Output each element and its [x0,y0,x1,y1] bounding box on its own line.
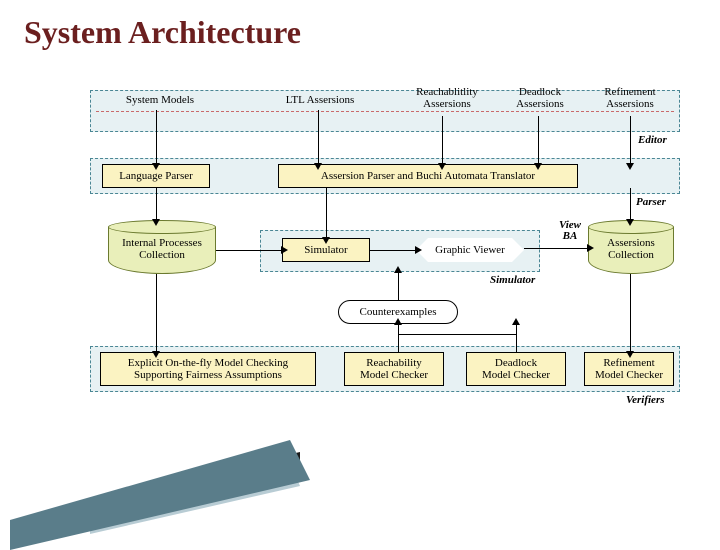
arrow [630,116,631,164]
arrowhead-icon [314,163,322,170]
arrowhead-icon [512,318,520,325]
arrow [156,188,157,220]
arrowhead-icon [394,266,402,273]
arrowhead-icon [438,163,446,170]
arrowhead-icon [281,246,288,254]
arrowhead-icon [152,351,160,358]
arrow [216,250,282,251]
arrow [630,274,631,352]
cylinder-internal-processes-label: Internal Processes Collection [108,238,216,261]
arrow [630,188,631,220]
arrow [156,274,157,352]
arrow [442,116,443,164]
editor-item-ltl: LTL Assersions [270,95,370,107]
group-label-simulator: Simulator [490,274,535,286]
architecture-diagram: Editor Parser Simulator Verifiers System Mod… [90,90,680,440]
group-label-verifiers: Verifiers [626,394,665,406]
box-graphic-viewer: Graphic Viewer [416,238,524,262]
box-verifier-v3: Deadlock Model Checker [466,352,566,386]
arrow [398,334,516,335]
slide-title: System Architecture [24,14,301,51]
arrow [538,116,539,164]
arrowhead-icon [394,318,402,325]
editor-divider [96,111,674,112]
cylinder-internal-processes: Internal Processes Collection [108,220,216,274]
arrow [318,110,319,164]
cylinder-assertions-collection-label: Assersions Collection [588,238,674,261]
arrow [156,110,157,164]
arrowhead-icon [626,351,634,358]
group-label-parser: Parser [636,196,666,208]
editor-item-sys: System Models [112,95,208,107]
title-text: System Architecture [24,14,301,50]
arrow [326,188,327,238]
editor-item-reach: Reachablitlity Assersions [402,87,492,110]
arrowhead-icon [534,163,542,170]
arrowhead-icon [322,237,330,244]
arrow [398,324,399,352]
arrowhead-icon [587,244,594,252]
box-verifier-v2: Reachability Model Checker [344,352,444,386]
editor-item-ref: Refinement Assersions [590,87,670,110]
decor-shape-1 [10,440,310,550]
arrow [524,248,588,249]
arrowhead-icon [626,219,634,226]
box-assertion-parser: Assersion Parser and Buchi Automata Tran… [278,164,578,188]
group-label-editor: Editor [638,134,667,146]
arrowhead-icon [152,163,160,170]
cylinder-assertions-collection: Assersions Collection [588,220,674,274]
arrowhead-icon [152,219,160,226]
editor-item-dead: Deadlock Assersions [504,87,576,110]
arrow [516,324,517,352]
label-view-ba: View BA [550,220,590,242]
box-verifier-v1: Explicit On-the-fly Model Checking Suppo… [100,352,316,386]
arrow [370,250,416,251]
arrowhead-icon [415,246,422,254]
arrowhead-icon [626,163,634,170]
arrow [398,272,399,300]
slide-decor [0,430,340,550]
